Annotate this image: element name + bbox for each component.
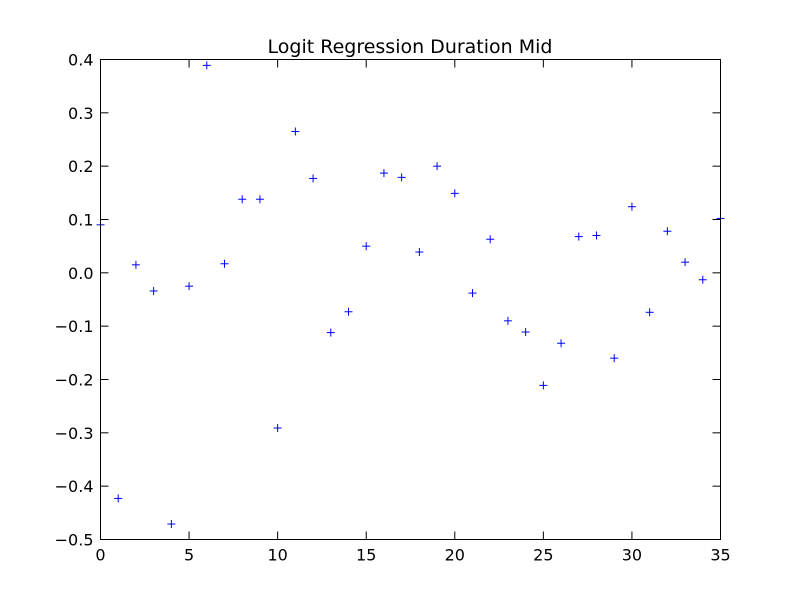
scatter-point	[131, 260, 140, 269]
scatter-point	[592, 231, 601, 240]
scatter-point	[450, 189, 459, 198]
scatter-point	[344, 307, 353, 316]
scatter-point	[397, 173, 406, 182]
scatter-point	[645, 308, 654, 317]
scatter-point	[486, 235, 495, 244]
scatter-series	[96, 61, 725, 529]
scatter-point	[539, 381, 548, 390]
scatter-point	[681, 258, 690, 267]
scatter-point	[574, 232, 583, 241]
scatter-point	[238, 195, 247, 204]
scatter-point	[362, 242, 371, 251]
axis-ticks	[100, 59, 721, 540]
scatter-point	[627, 202, 636, 211]
y-tick-label: −0.3	[55, 424, 94, 443]
x-tick-label: 15	[356, 546, 376, 565]
scatter-point	[468, 289, 477, 298]
scatter-point	[114, 494, 123, 503]
scatter-point	[521, 328, 530, 337]
x-tick-label: 10	[267, 546, 287, 565]
x-tick-label: 25	[533, 546, 553, 565]
y-tick-label: 0.4	[68, 51, 93, 70]
y-tick-label: 0.0	[68, 264, 93, 283]
y-tick-label: 0.1	[68, 211, 93, 230]
scatter-point	[291, 127, 300, 136]
scatter-point	[255, 195, 264, 204]
scatter-point	[273, 424, 282, 433]
x-tick-label: 35	[710, 546, 730, 565]
scatter-point	[185, 282, 194, 291]
scatter-point	[415, 248, 424, 257]
x-tick-label: 5	[184, 546, 194, 565]
scatter-point	[433, 162, 442, 171]
y-tick-label: 0.3	[68, 104, 93, 123]
y-tick-label: −0.1	[55, 317, 94, 336]
scatter-point	[309, 174, 318, 183]
scatter-point	[326, 328, 335, 337]
scatter-point	[149, 286, 158, 295]
y-tick-label: 0.2	[68, 157, 93, 176]
scatter-point	[202, 61, 211, 70]
scatter-point	[220, 259, 229, 268]
x-tick-label: 20	[445, 546, 465, 565]
scatter-point	[663, 227, 672, 236]
y-tick-label: −0.2	[55, 371, 94, 390]
scatter-point	[557, 339, 566, 348]
y-tick-label: −0.4	[55, 477, 94, 496]
chart-title: Logit Regression Duration Mid	[268, 36, 553, 58]
scatter-point	[698, 275, 707, 284]
x-tick-label: 30	[622, 546, 642, 565]
scatter-point	[167, 520, 176, 529]
scatter-point	[503, 316, 512, 325]
axis-tick-labels: 0 5 10 15 20 25 30 35 −0.5 −0.4 −0.3 −0.2 −0.1 0.0 0.1…	[55, 51, 731, 565]
scatter-point	[379, 169, 388, 178]
scatter-point	[610, 354, 619, 363]
x-tick-label: 0	[95, 546, 105, 565]
y-tick-label: −0.5	[55, 531, 94, 550]
plot-area-frame	[100, 59, 721, 540]
